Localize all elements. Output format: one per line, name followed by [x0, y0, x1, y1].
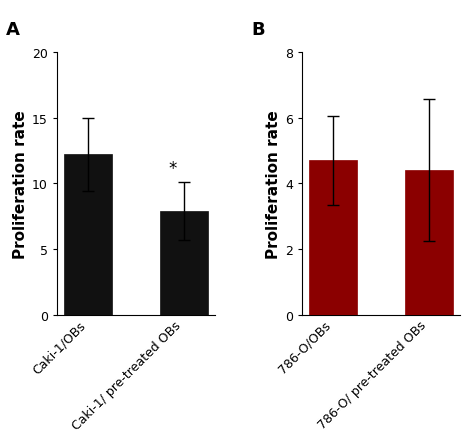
Text: *: *	[168, 159, 176, 177]
Bar	[309, 161, 357, 315]
Bar	[64, 155, 112, 315]
Y-axis label: Proliferation rate: Proliferation rate	[13, 110, 28, 258]
Text: B: B	[251, 21, 265, 39]
Bar	[160, 212, 208, 315]
Y-axis label: Proliferation rate: Proliferation rate	[265, 110, 281, 258]
Bar	[405, 171, 453, 315]
Text: A: A	[6, 21, 20, 39]
